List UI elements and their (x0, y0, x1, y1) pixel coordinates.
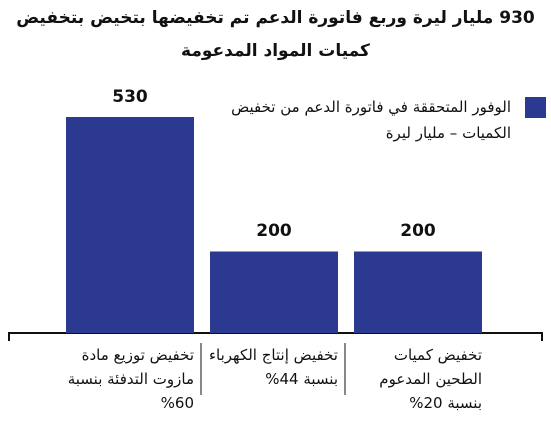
x-tick-label: تخفيض توزيع مادة مازوت التدفئة بنسبة 60% (67, 346, 194, 412)
bar (354, 251, 482, 333)
chart-title: 930 مليار ليرة وربع فاتورة الدعم تم تخفي… (16, 8, 535, 61)
value-label: 200 (256, 221, 292, 242)
value-label: 530 (112, 87, 148, 107)
bar (210, 251, 338, 333)
bar (66, 117, 194, 333)
legend-label: الوفور المتحققة في فاتورة الدعم من تخفيض… (231, 98, 511, 142)
x-tick-label: تخفيض إنتاج الكهرباء بنسبة 44% (208, 346, 338, 388)
legend-swatch (525, 97, 546, 118)
x-tick-label: تخفيض كميات الطحين المدعوم بنسبة 20% (379, 346, 482, 412)
value-label: 200 (400, 221, 436, 242)
